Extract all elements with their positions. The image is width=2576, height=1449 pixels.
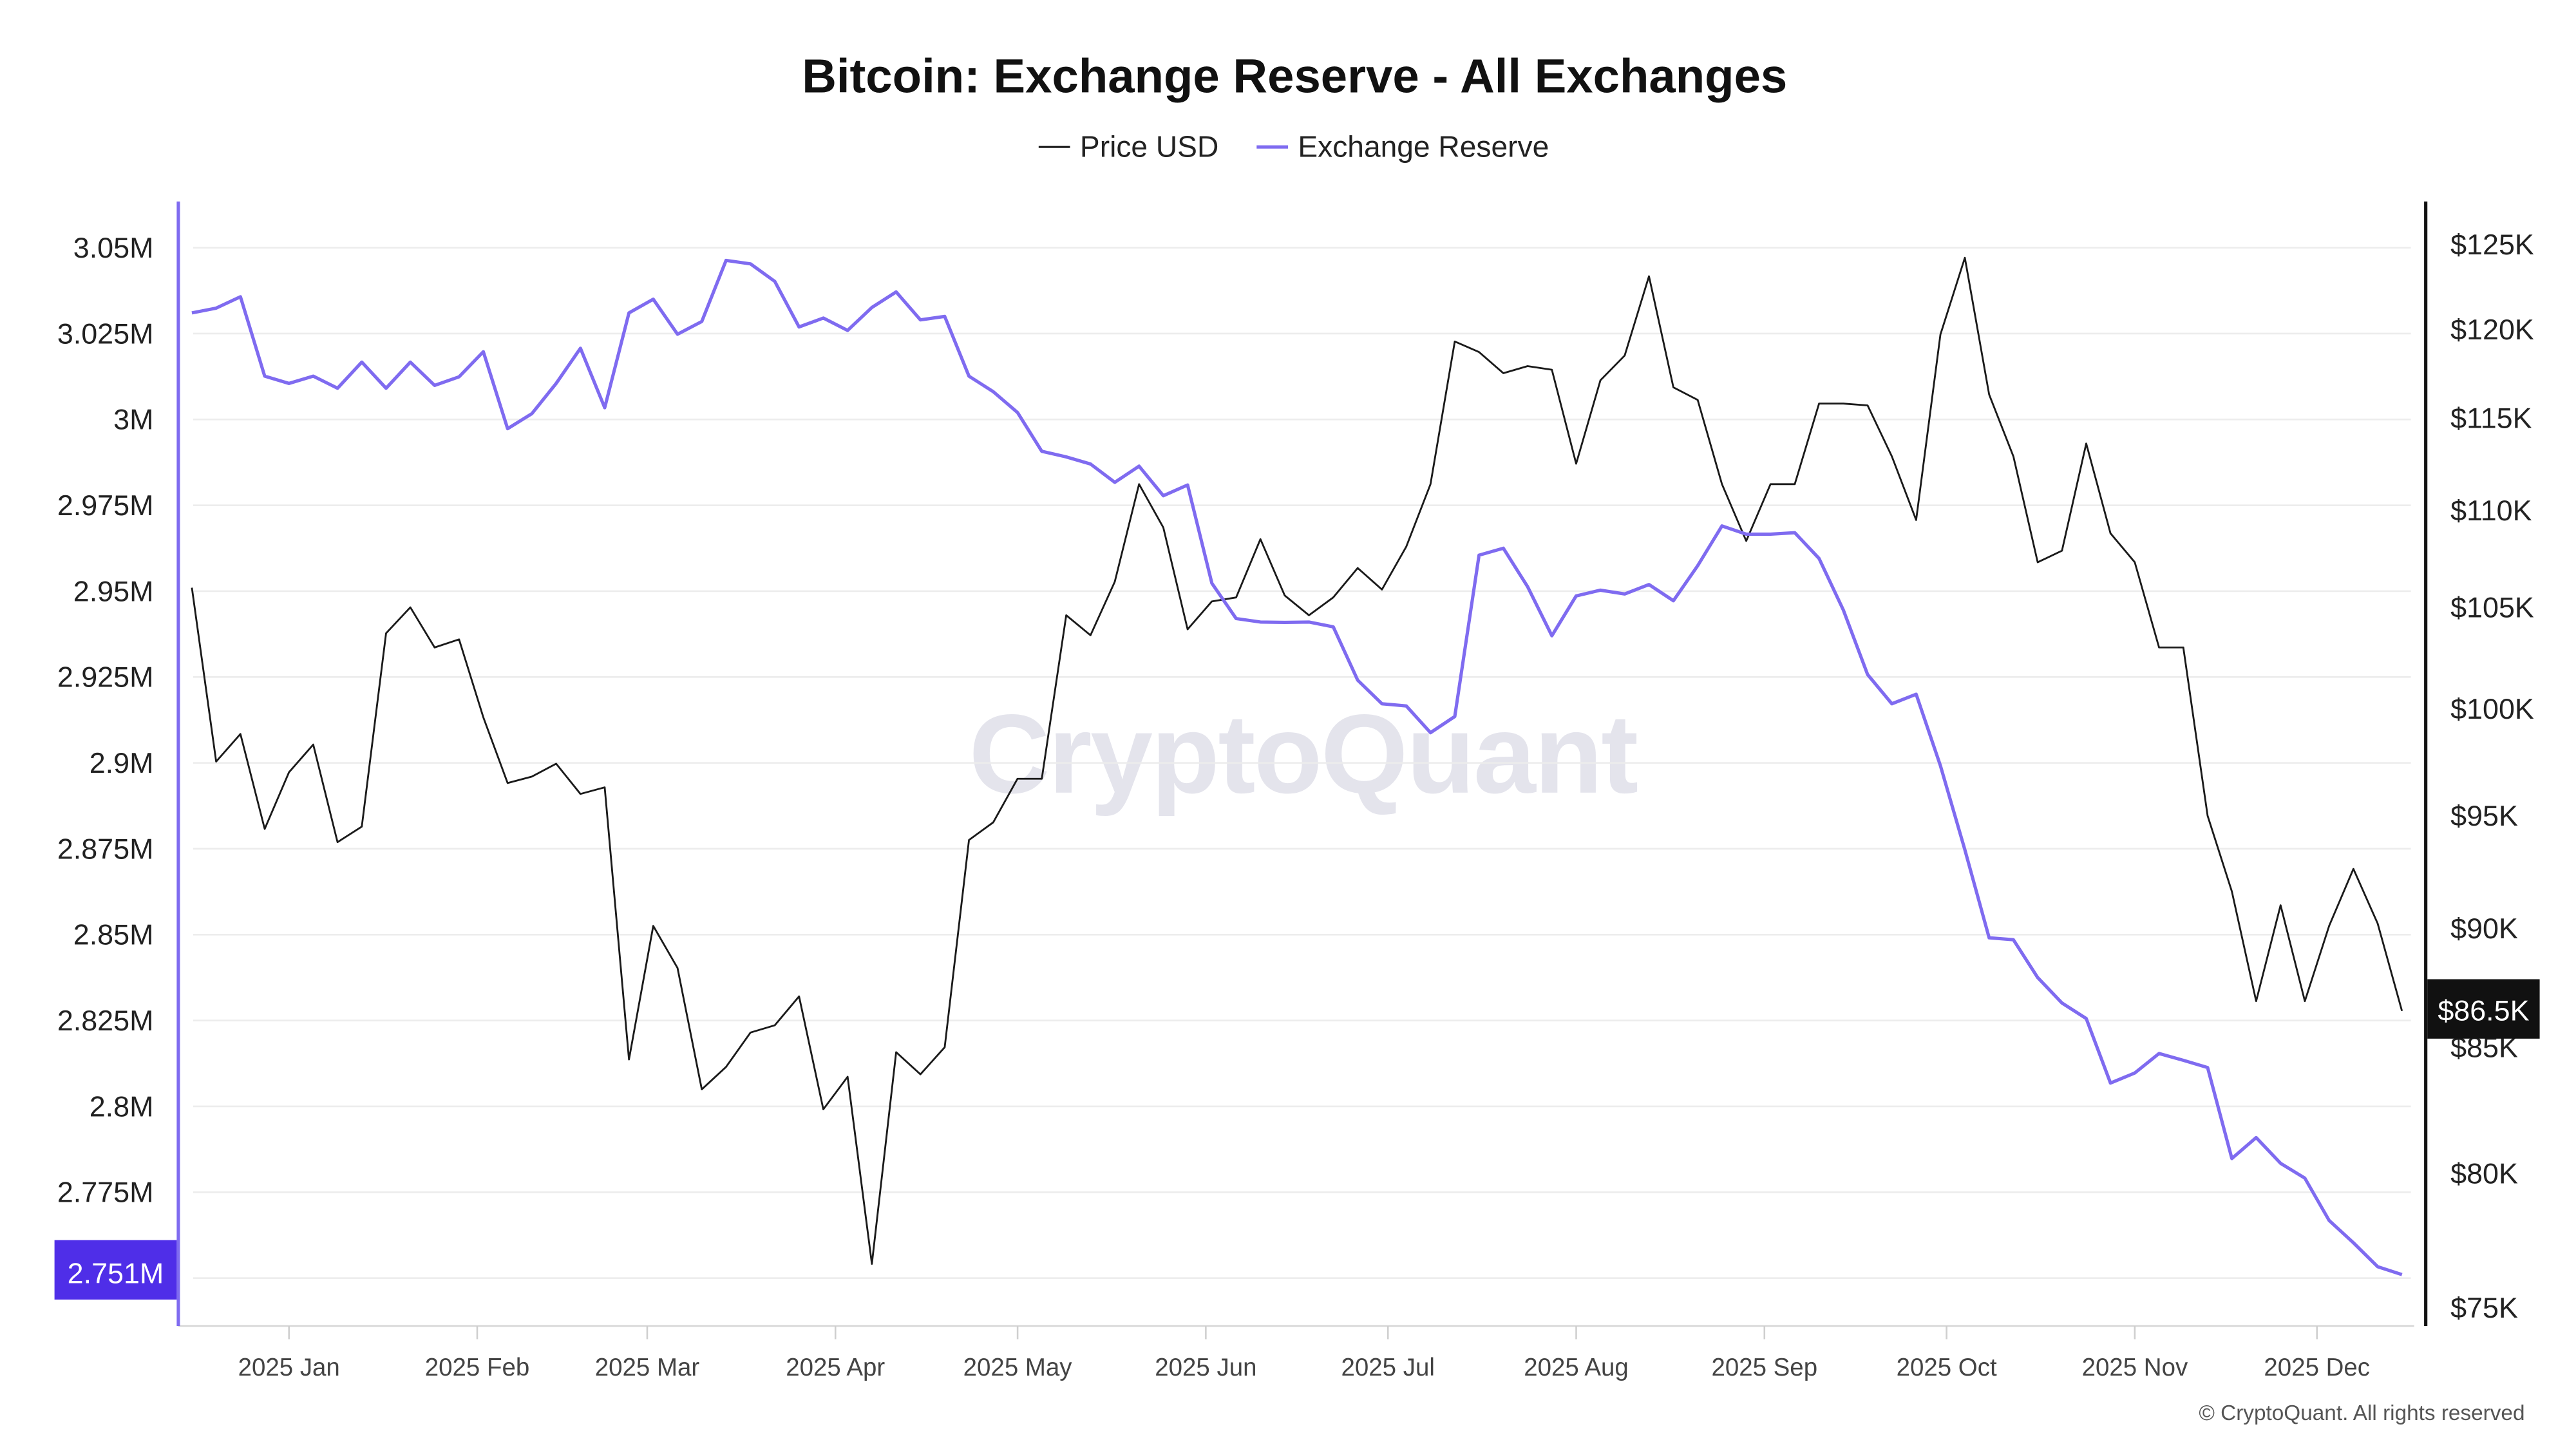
x-axis: 2025 Jan 2025 Feb 2025 Mar 2025 Apr 2025 May… [178,1325,2414,1381]
y-right-tick-label: $100K [2450,692,2534,725]
y-left-tick-label: 3M [113,403,153,436]
x-tick-label: 2025 May [963,1354,1073,1381]
x-tick-label: 2025 Apr [786,1354,885,1381]
legend-item-price[interactable]: Price USD [1038,130,1218,164]
y-left-tick-label: 2.95M [73,574,154,607]
y-left-tick-label: 2.775M [57,1176,154,1209]
series-layer [191,256,2403,1276]
watermark: CryptoQuant [969,691,1637,817]
x-tick-label: 2025 Oct [1897,1354,1997,1381]
y-left-tick-label: 2.975M [57,489,154,522]
reserve-last-value-label: 2.751M [68,1256,164,1289]
y-right-tick-label: $90K [2450,912,2518,945]
y-right-tick-label: $95K [2450,799,2518,832]
gridlines [193,247,2411,1279]
reserve-last-value-badge: 2.751M [54,1240,177,1300]
x-tick-label: 2025 Sep [1711,1354,1817,1381]
price-usd-line [191,256,2403,1265]
legend: Price USD Exchange Reserve [1038,130,1549,164]
y-right-tick-label: $125K [2450,228,2534,261]
x-tick-label: 2025 Jan [238,1354,340,1381]
price-last-value-badge: $86.5K [2427,979,2540,1039]
y-left-tick-label: 3.025M [57,317,154,350]
x-tick-label: 2025 Nov [2082,1354,2188,1381]
copyright-notice: © CryptoQuant. All rights reserved [2199,1401,2524,1425]
y-right-tick-label: $115K [2450,401,2532,434]
chart-title: Bitcoin: Exchange Reserve - All Exchange… [802,50,1787,103]
x-tick-label: 2025 Jul [1341,1354,1435,1381]
y-left-tick-label: 2.875M [57,832,154,865]
reserve-last-value-box [54,1240,177,1300]
y-left-tick-label: 2.925M [57,661,154,694]
y-right-tick-label: $75K [2450,1291,2518,1324]
y-left-tick-label: 2.825M [57,1004,154,1037]
y-left-tick-label: 2.8M [90,1090,154,1122]
y-left-tick-label: 2.85M [73,918,154,951]
price-last-value-box [2427,979,2540,1039]
legend-label-price: Price USD [1080,130,1218,164]
y-left-tick-label: 2.9M [90,746,154,779]
y-right-tick-label: $120K [2450,313,2534,346]
y-axis-left: 3.05M 3.025M 3M 2.975M 2.95M 2.925M 2.9M 2.875M… [57,201,180,1326]
y-left-tick-label: 3.05M [73,231,154,264]
legend-label-reserve: Exchange Reserve [1298,130,1549,164]
exchange-reserve-line [191,258,2403,1276]
x-tick-label: 2025 Aug [1524,1354,1629,1381]
y-right-tick-label: $80K [2450,1157,2518,1190]
y-right-tick-label: $105K [2450,591,2534,623]
x-tick-label: 2025 Jun [1155,1354,1256,1381]
x-tick-label: 2025 Mar [595,1354,700,1381]
legend-item-reserve[interactable]: Exchange Reserve [1256,130,1549,164]
y-axis-right: $125K $120K $115K $110K $105K $100K $95K $90K $8… [2424,201,2534,1326]
price-last-value-label: $86.5K [2438,994,2529,1027]
y-right-tick-label: $110K [2450,494,2532,527]
x-tick-label: 2025 Feb [425,1354,530,1381]
x-tick-label: 2025 Dec [2264,1354,2370,1381]
